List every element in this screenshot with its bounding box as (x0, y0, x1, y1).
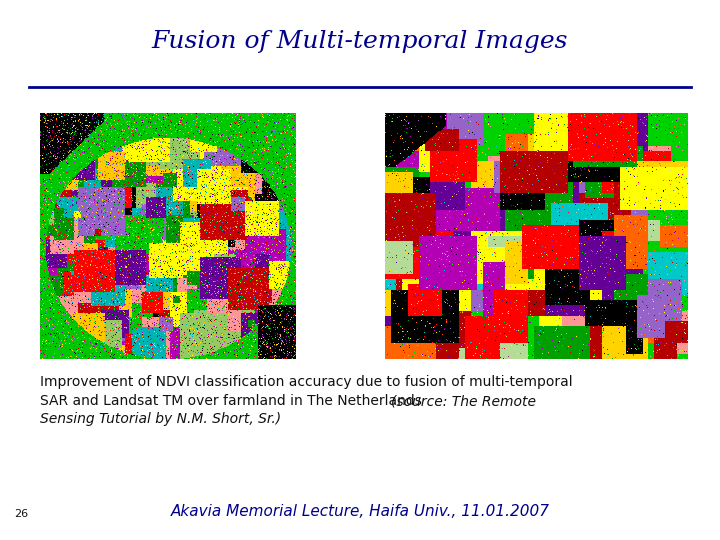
Text: Sensing Tutorial by N.M. Short, Sr.): Sensing Tutorial by N.M. Short, Sr.) (40, 412, 281, 426)
Text: 26: 26 (14, 509, 29, 519)
Text: Improvement of NDVI classification accuracy due to fusion of multi-temporal: Improvement of NDVI classification accur… (40, 375, 572, 389)
Text: SAR and Landsat TM over farmland in The Netherlands: SAR and Landsat TM over farmland in The … (40, 394, 426, 408)
Text: (source: The Remote: (source: The Remote (391, 394, 536, 408)
Text: Akavia Memorial Lecture, Haifa Univ., 11.01.2007: Akavia Memorial Lecture, Haifa Univ., 11… (171, 504, 549, 519)
Text: Fusion of Multi-temporal Images: Fusion of Multi-temporal Images (152, 30, 568, 53)
